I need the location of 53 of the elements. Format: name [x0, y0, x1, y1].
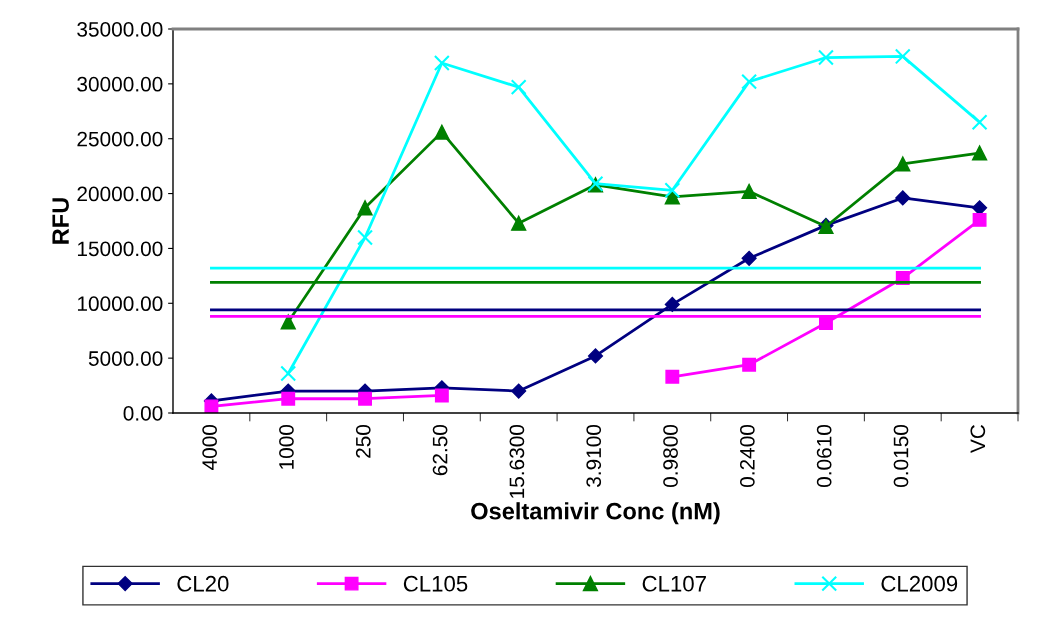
point [280, 314, 296, 330]
x-tick-label: 3.9100 [586, 424, 602, 488]
point [511, 215, 527, 231]
x-tick-label: 0.0150 [893, 424, 909, 488]
point [894, 48, 911, 65]
x-tick-label: VC [970, 424, 986, 453]
y-tick-label: 30000.00 [77, 76, 163, 92]
legend-label: CL2009 [881, 575, 958, 592]
x-tick-label: 15.6300 [509, 424, 525, 498]
point [741, 73, 758, 90]
x-axis-title: Oseltamivir Conc (nM) [471, 502, 720, 525]
point [511, 383, 527, 399]
y-tick-label: 35000.00 [77, 22, 163, 37]
point [357, 229, 374, 246]
point [358, 391, 372, 406]
point [587, 348, 604, 364]
y-tick-label: 20000.00 [77, 186, 163, 202]
y-tick-label: 5000.00 [88, 351, 163, 366]
point [665, 369, 680, 384]
point [281, 391, 296, 406]
legend-label: CL105 [403, 575, 468, 592]
x-tick-label: 250 [355, 424, 371, 458]
point [817, 49, 834, 66]
y-tick-label: 25000.00 [77, 131, 163, 147]
point [434, 388, 449, 403]
point [972, 212, 987, 227]
x-tick-label: 0.2400 [739, 424, 755, 488]
point [357, 200, 373, 216]
point [664, 189, 680, 205]
point [433, 55, 450, 71]
y-tick-label: 15000.00 [77, 241, 163, 257]
point [664, 182, 681, 199]
y-tick-label: 0.00 [123, 406, 163, 421]
x-tick-label: 4000 [202, 424, 217, 470]
point [280, 365, 297, 382]
point [742, 357, 757, 372]
point [741, 183, 757, 200]
point [741, 250, 757, 266]
y-axis-title: RFU [52, 198, 69, 244]
point [971, 114, 988, 131]
x-tick-label: 1000 [279, 424, 294, 469]
point [434, 124, 450, 140]
legend-label: CL107 [642, 575, 706, 592]
point [895, 156, 911, 172]
point [510, 79, 527, 96]
y-tick-label: 10000.00 [77, 296, 163, 312]
x-tick-label: 0.0610 [816, 424, 832, 488]
point [971, 145, 988, 161]
x-tick-label: 62.50 [432, 424, 448, 476]
point [895, 190, 911, 206]
x-tick-label: 0.9800 [663, 424, 678, 488]
legend-label: CL20 [177, 575, 229, 592]
point [204, 399, 219, 413]
